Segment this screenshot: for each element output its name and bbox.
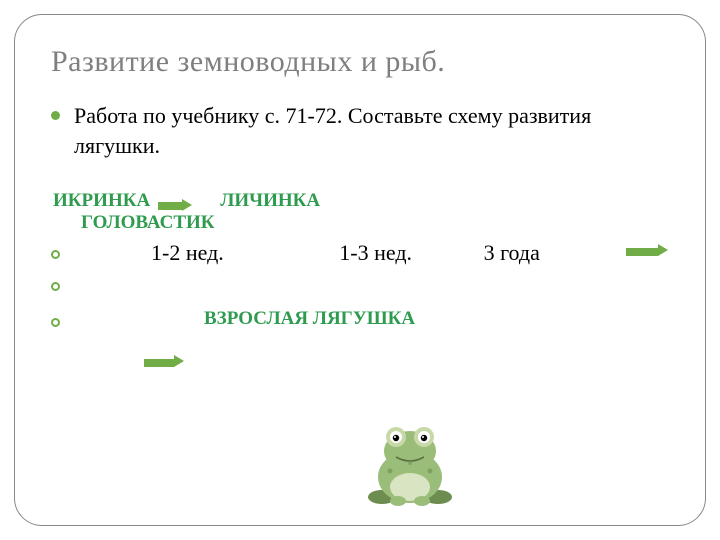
arrow-icon <box>144 354 184 362</box>
empty-text <box>74 272 80 302</box>
stages-row: ИКРИНКА ЛИЧИНКА ГОЛОВАСТИК <box>51 190 669 234</box>
bullet-icon <box>51 318 60 327</box>
stage-2: ЛИЧИНКА <box>220 190 320 212</box>
stage-final: ВЗРОСЛАЯ ЛЯГУШКА <box>204 308 415 330</box>
arrow-icon <box>626 243 668 251</box>
intro-text: Работа по учебнику с. 71-72. Составьте с… <box>74 101 669 160</box>
final-row: ВЗРОСЛАЯ ЛЯГУШКА <box>51 308 669 330</box>
stage-3: ГОЛОВАСТИК <box>81 212 215 234</box>
empty-row <box>51 272 669 302</box>
durations-text: 1-2 нед. 1-3 нед. 3 года <box>74 240 540 266</box>
durations-row: 1-2 нед. 1-3 нед. 3 года <box>51 240 669 266</box>
duration-3: 3 года <box>484 240 540 265</box>
slide-title: Развитие земноводных и рыб. <box>51 45 669 79</box>
stage-1: ИКРИНКА <box>53 190 150 212</box>
duration-2: 1-3 нед. <box>339 240 412 265</box>
frog-illustration <box>360 415 460 515</box>
bullet-icon <box>51 111 60 120</box>
bullet-icon <box>51 282 60 291</box>
intro-row: Работа по учебнику с. 71-72. Составьте с… <box>51 101 669 160</box>
bullet-icon <box>51 250 60 259</box>
arrow-icon <box>158 197 192 205</box>
duration-1: 1-2 нед. <box>151 240 224 265</box>
